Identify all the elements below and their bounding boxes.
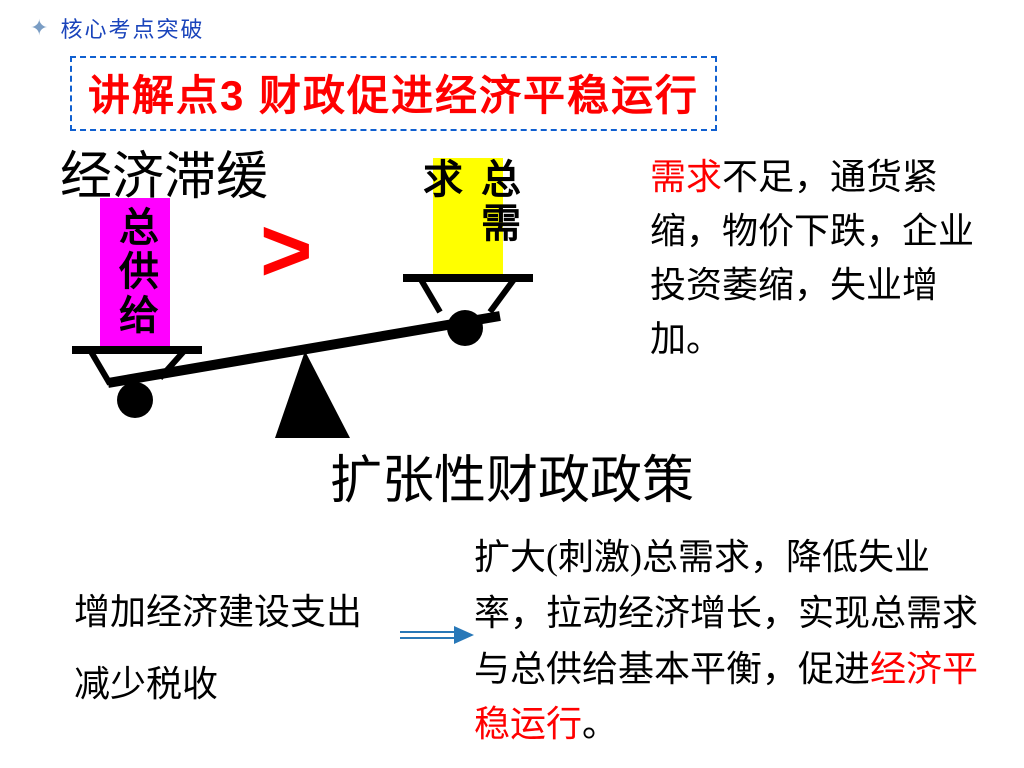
right-weight <box>447 310 483 346</box>
arrow-icon <box>398 620 478 650</box>
left-bottom-line2: 减少税收 <box>74 648 362 720</box>
supply-box: 总供给 <box>100 198 170 346</box>
policy-title: 扩张性财政政策 <box>330 438 694 513</box>
demand-label: 总需求 <box>410 158 526 274</box>
left-bottom-line1: 增加经济建设支出 <box>74 576 362 648</box>
header-text: 核心考点突破 <box>60 12 204 44</box>
supply-label: 总供给 <box>106 206 164 338</box>
demand-box: 总需求 <box>433 158 503 274</box>
right-chain-l <box>420 278 440 312</box>
side-part-0: 需求 <box>650 157 722 197</box>
star-icon: ✦ <box>30 15 48 41</box>
side-paragraph: 需求不足，通货紧缩，物价下跌，企业投资萎缩，失业增加。 <box>650 150 990 366</box>
title-text: 讲解点3 财政促进经济平稳运行 <box>88 62 699 123</box>
left-bottom-block: 增加经济建设支出 减少税收 <box>74 576 362 720</box>
left-chain-l <box>90 350 110 384</box>
slide-header: ✦ 核心考点突破 <box>30 12 204 44</box>
title-box: 讲解点3 财政促进经济平稳运行 <box>70 56 717 131</box>
fulcrum <box>275 351 350 438</box>
balance-scale: 总供给 总需求 > <box>70 168 610 448</box>
right-bottom-block: 扩大(刺激)总需求，降低失业率，拉动经济增长，实现总需求与总供给基本平衡，促进经… <box>474 530 994 753</box>
rb-part-2: 。 <box>582 704 618 744</box>
right-chain-r <box>490 278 515 312</box>
greater-than-symbol: > <box>260 200 313 303</box>
left-weight <box>117 382 153 418</box>
